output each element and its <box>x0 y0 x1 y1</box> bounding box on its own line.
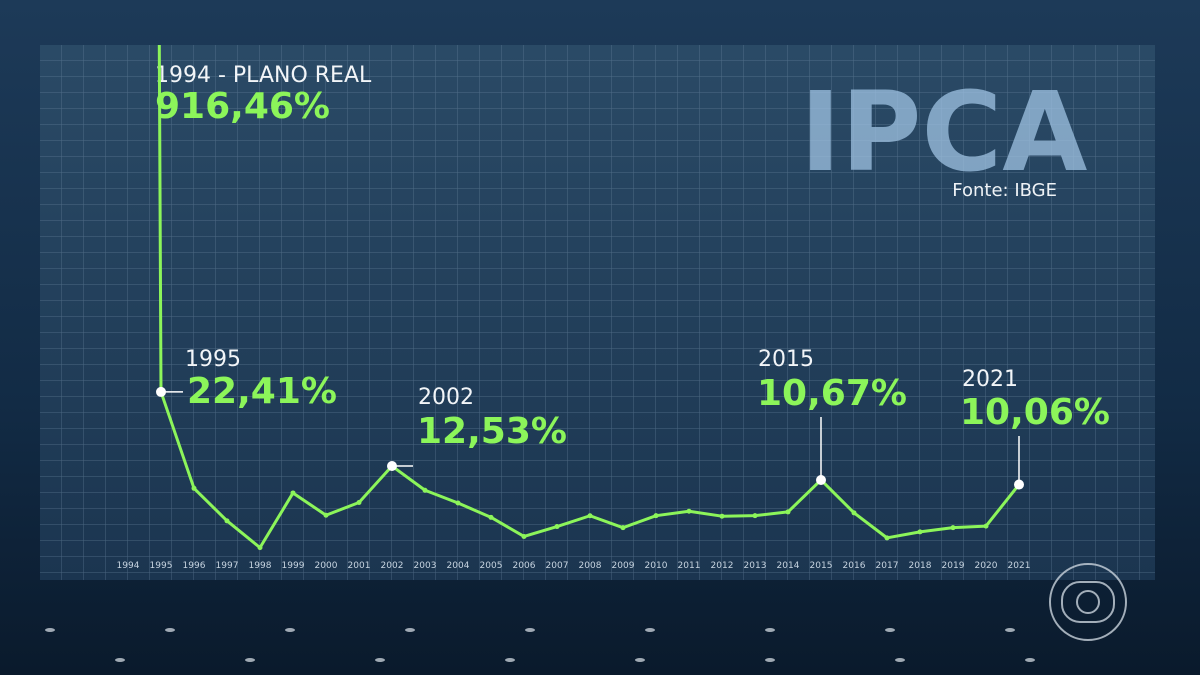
x-tick-label: 2000 <box>315 561 338 571</box>
point <box>917 529 923 535</box>
x-tick-label: 2011 <box>678 561 701 571</box>
x-tick-label: 2001 <box>348 561 371 571</box>
point <box>719 513 725 519</box>
panel-grid <box>40 45 1155 580</box>
callout-year: 1995 <box>185 347 241 372</box>
point <box>422 487 428 493</box>
chart-title: IPCA <box>800 68 1087 196</box>
point <box>290 490 296 496</box>
x-tick-label: 2019 <box>942 561 965 571</box>
value-label: 916,46% <box>155 86 330 127</box>
callout-year: 2015 <box>758 347 814 372</box>
point <box>950 525 956 531</box>
x-tick-label: 2020 <box>975 561 998 571</box>
x-tick-label: 2008 <box>579 561 602 571</box>
point <box>257 545 263 551</box>
point <box>224 518 230 524</box>
callout-year: 2002 <box>418 385 474 410</box>
x-tick-label: 1999 <box>282 561 305 571</box>
x-tick-label: 2003 <box>414 561 437 571</box>
annotation: 1994 - PLANO REAL <box>155 63 372 88</box>
point <box>686 508 692 514</box>
x-tick-label: 2014 <box>777 561 800 571</box>
x-tick-label: 2017 <box>876 561 899 571</box>
point <box>983 523 989 529</box>
point <box>356 499 362 505</box>
plot <box>156 45 1024 551</box>
point <box>653 513 659 519</box>
x-tick-label: 2005 <box>480 561 503 571</box>
x-tick-label: 2015 <box>810 561 833 571</box>
line <box>157 45 1021 550</box>
x-tick-label: 1996 <box>183 561 206 571</box>
x-tick-label: 1994 <box>117 561 140 571</box>
x-tick-label: 2018 <box>909 561 932 571</box>
point <box>620 525 626 531</box>
x-tick-label: 1997 <box>216 561 239 571</box>
x-tick-label: 1995 <box>150 561 173 571</box>
x-tick-label: 2009 <box>612 561 635 571</box>
callout-year: 2021 <box>962 367 1018 392</box>
x-tick-label: 2004 <box>447 561 470 571</box>
source: Fonte: IBGE <box>952 180 1057 201</box>
x-tick-label: 1998 <box>249 561 272 571</box>
point <box>488 514 494 520</box>
point <box>521 533 527 539</box>
point <box>752 513 758 519</box>
point <box>851 510 857 516</box>
point <box>191 485 197 491</box>
point <box>455 500 461 506</box>
value-label: 10,67% <box>757 373 907 414</box>
point <box>884 535 890 541</box>
point <box>323 512 329 518</box>
x-tick-label: 2013 <box>744 561 767 571</box>
x-tick-label: 2016 <box>843 561 866 571</box>
value-label: 10,06% <box>960 392 1110 433</box>
point <box>554 524 560 530</box>
point <box>587 513 593 519</box>
x-tick-label: 2007 <box>546 561 569 571</box>
value-label: 22,41% <box>187 371 337 412</box>
x-tick-label: 2021 <box>1008 561 1031 571</box>
value-label: 12,53% <box>417 411 567 452</box>
point <box>785 509 791 515</box>
floor-dots <box>45 628 1035 662</box>
x-tick-label: 2010 <box>645 561 668 571</box>
x-tick-label: 2006 <box>513 561 536 571</box>
logo <box>1049 563 1127 641</box>
x-tick-label: 2002 <box>381 561 404 571</box>
x-tick-label: 2012 <box>711 561 734 571</box>
